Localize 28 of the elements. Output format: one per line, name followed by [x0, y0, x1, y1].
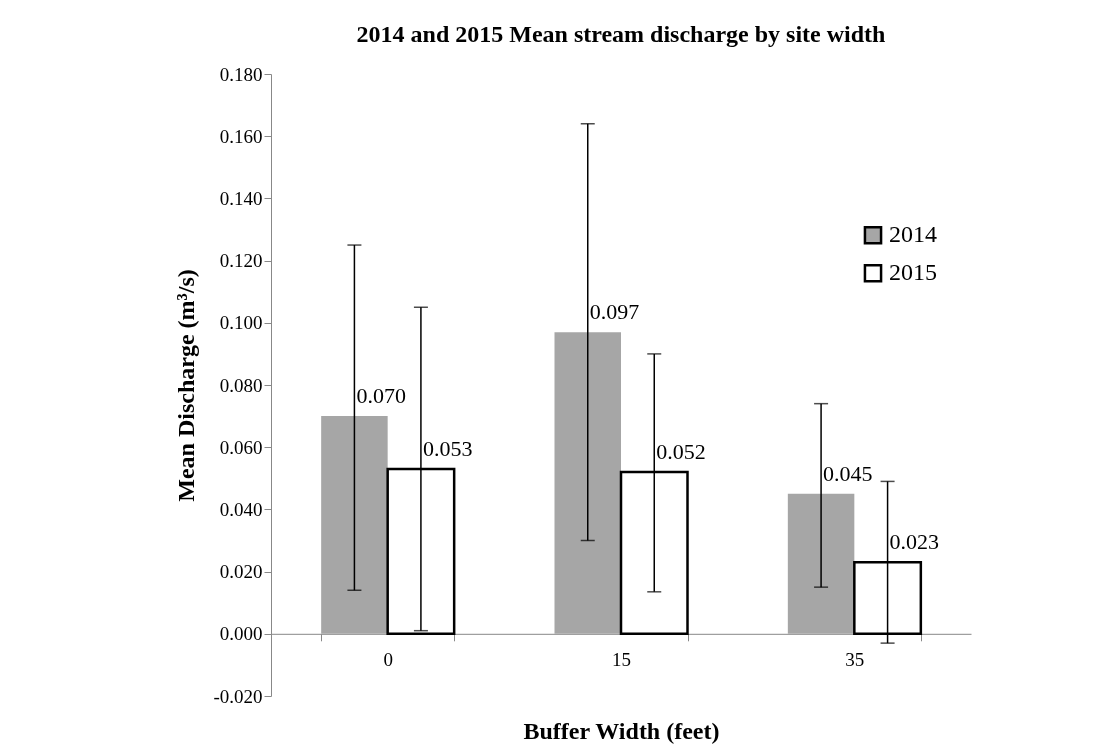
- y-tick-label: 0.080: [219, 374, 263, 396]
- data-label: 0.053: [422, 435, 473, 461]
- data-label: 0.052: [656, 439, 706, 465]
- bar: [554, 332, 621, 634]
- legend-label: 2015: [889, 259, 937, 286]
- chart-title: 2014 and 2015 Mean stream discharge by site width: [356, 21, 886, 47]
- x-axis-title: Buffer Width (feet): [523, 718, 720, 745]
- y-tick-label: 0.120: [219, 250, 263, 272]
- y-tick-label: 0.180: [219, 63, 263, 85]
- y-tick-label: 0.000: [219, 623, 263, 645]
- x-tick-label: 35: [845, 649, 865, 671]
- data-label: 0.097: [589, 299, 640, 325]
- y-tick-label: 0.160: [219, 125, 263, 147]
- y-axis-title: Mean Discharge (m³/s): [173, 269, 200, 502]
- legend-label: 2014: [889, 221, 937, 248]
- data-label: 0.045: [823, 460, 873, 486]
- y-tick-label: -0.020: [213, 685, 263, 707]
- x-tick-label: 0: [383, 649, 393, 671]
- y-tick-label: 0.100: [219, 312, 263, 334]
- bar: [321, 416, 388, 634]
- y-tick-label: 0.020: [219, 561, 263, 583]
- y-tick-label: 0.060: [219, 436, 263, 458]
- y-tick-label: 0.140: [219, 187, 263, 209]
- data-label: 0.070: [356, 383, 406, 409]
- x-tick-label: 15: [612, 649, 631, 671]
- bar: [787, 493, 855, 634]
- data-label: 0.023: [889, 529, 940, 555]
- y-tick-label: 0.040: [219, 498, 263, 520]
